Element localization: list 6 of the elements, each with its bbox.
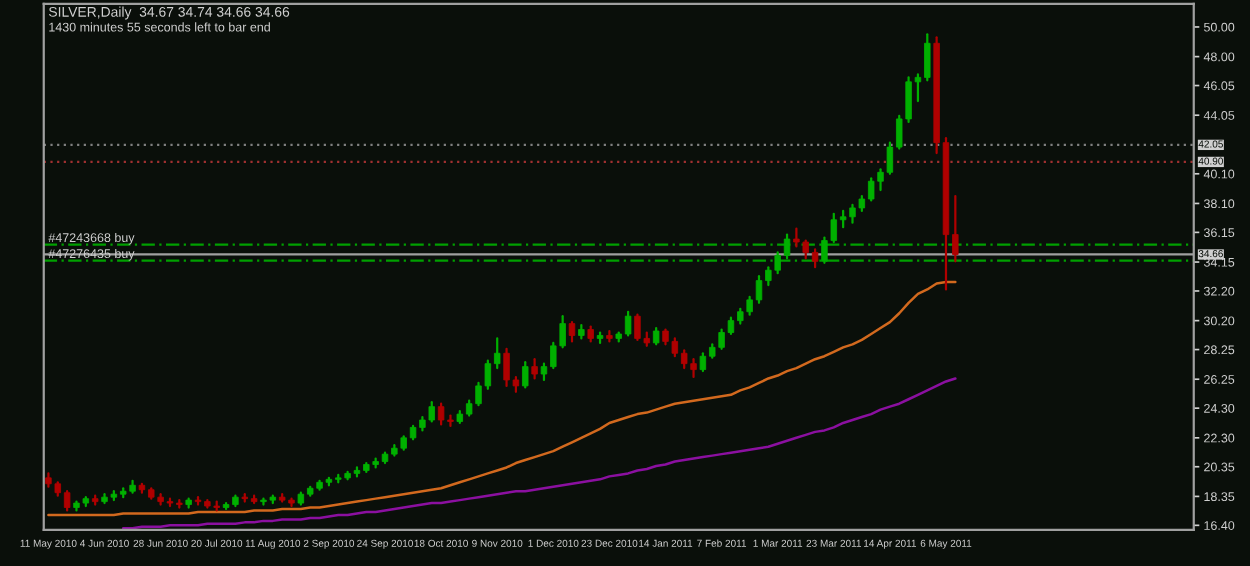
candlestick xyxy=(568,321,576,343)
candlestick xyxy=(531,358,538,380)
candlestick xyxy=(606,329,613,343)
candlestick xyxy=(522,361,529,389)
line-series xyxy=(121,377,957,530)
line-series xyxy=(47,280,957,517)
